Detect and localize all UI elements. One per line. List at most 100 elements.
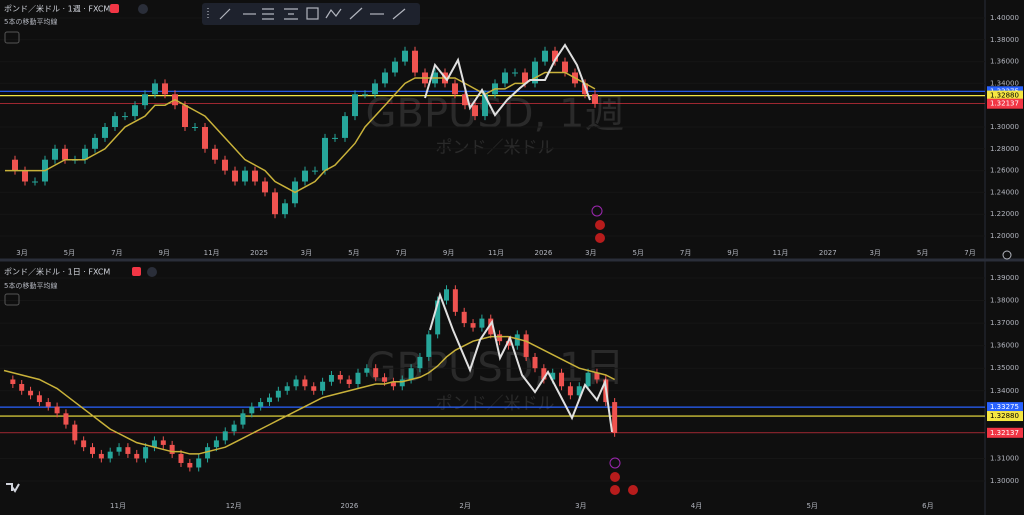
price-tag [987, 98, 1023, 109]
x-tick-label: 7月 [395, 249, 406, 257]
candle [505, 341, 511, 346]
candle [559, 372, 565, 387]
tool-icon[interactable] [349, 7, 363, 20]
y-tick-label: 1.35000 [990, 364, 1019, 372]
x-tick-label: 2025 [250, 249, 268, 257]
candle [222, 159, 228, 171]
menu-button[interactable] [147, 267, 157, 277]
tool-icon[interactable] [325, 8, 342, 19]
price-tag-label: 1.32880 [990, 412, 1019, 420]
x-tick-label: 5月 [632, 249, 643, 257]
candle [585, 372, 591, 387]
candle [213, 440, 219, 448]
menu-button[interactable] [138, 4, 148, 14]
candle [102, 127, 108, 138]
tool-icon[interactable] [262, 8, 274, 20]
candle [461, 311, 467, 324]
candle [36, 395, 42, 403]
candle [98, 453, 104, 459]
event-icon[interactable] [595, 220, 605, 230]
candle [302, 379, 308, 387]
candle [342, 116, 348, 138]
x-tick-label: 6月 [922, 502, 933, 510]
event-icon[interactable] [628, 485, 638, 495]
chart-marks: 1.40000 1.38000 1.36000 1.34000 1.30000 1.280… [0, 14, 1023, 510]
flag-icon[interactable] [110, 4, 119, 13]
x-tick-label: 11月 [488, 249, 504, 257]
y-tick-label: 1.24000 [990, 188, 1019, 196]
price-tag [987, 411, 1023, 422]
y-tick-label: 1.20000 [990, 232, 1019, 240]
candle [134, 453, 140, 459]
event-icon[interactable] [610, 472, 620, 482]
tool-icon[interactable] [392, 8, 406, 20]
candle [332, 137, 338, 139]
candle [143, 447, 149, 459]
candle [444, 289, 449, 301]
y-tick-label: 1.31000 [990, 454, 1019, 462]
candle [272, 192, 278, 215]
indicator-label: 5本の移動平均線 [4, 281, 57, 290]
candle [122, 116, 128, 118]
tool-icon[interactable] [219, 8, 231, 20]
y-tick-label: 1.28000 [990, 145, 1019, 153]
candle [532, 61, 538, 84]
x-tick-label: 5月 [917, 249, 928, 257]
y-tick-label: 1.34000 [990, 387, 1019, 395]
tool-icon[interactable] [306, 7, 319, 20]
candle [412, 50, 418, 73]
candle [205, 447, 211, 459]
watermark-name: ポンド／米ドル [436, 394, 555, 414]
tool-icon[interactable] [284, 8, 298, 20]
candle [355, 372, 361, 385]
settings-button[interactable] [1002, 250, 1012, 260]
x-tick-label: 3月 [16, 249, 27, 257]
y-tick-label: 1.36000 [990, 342, 1019, 350]
y-tick-label: 1.40000 [990, 14, 1019, 22]
candle [22, 170, 28, 182]
candle [132, 105, 138, 117]
candle [232, 170, 238, 182]
event-icon[interactable] [591, 205, 603, 217]
collapse-button[interactable] [4, 293, 20, 306]
x-tick-label: 7月 [680, 249, 691, 257]
y-tick-label: 1.30000 [990, 477, 1019, 485]
flag-icon[interactable] [132, 267, 141, 276]
candle [382, 72, 388, 84]
candle [284, 386, 290, 391]
candle [196, 458, 202, 468]
event-icon[interactable] [609, 457, 621, 469]
y-tick-label: 1.39000 [990, 274, 1019, 282]
candle [502, 72, 508, 84]
x-tick-label: 12月 [226, 502, 242, 510]
x-tick-label: 7月 [111, 249, 122, 257]
x-tick-label: 2月 [459, 502, 470, 510]
candle [19, 384, 25, 391]
zigzag-drawing[interactable] [429, 291, 613, 433]
event-icon[interactable] [595, 233, 605, 243]
candle [116, 447, 122, 452]
candle [452, 83, 458, 95]
event-icon[interactable] [610, 485, 620, 495]
candle [160, 440, 166, 445]
candle [488, 318, 494, 335]
candle [612, 402, 618, 433]
candle [470, 323, 476, 328]
candle [337, 374, 343, 380]
zigzag-drawing[interactable] [424, 43, 591, 117]
y-tick-label: 1.37000 [990, 319, 1019, 327]
x-tick-label: 3月 [301, 249, 312, 257]
candle [92, 137, 98, 149]
candle [328, 374, 334, 382]
candle [275, 390, 281, 398]
y-tick-label: 1.34000 [990, 79, 1019, 87]
collapse-button[interactable] [4, 31, 20, 44]
candle [372, 83, 378, 95]
candle [142, 94, 148, 106]
candle [417, 356, 423, 369]
candle [312, 170, 318, 172]
price-tag-label: 1.32880 [990, 92, 1019, 100]
candle [514, 334, 520, 346]
candle [72, 424, 78, 441]
